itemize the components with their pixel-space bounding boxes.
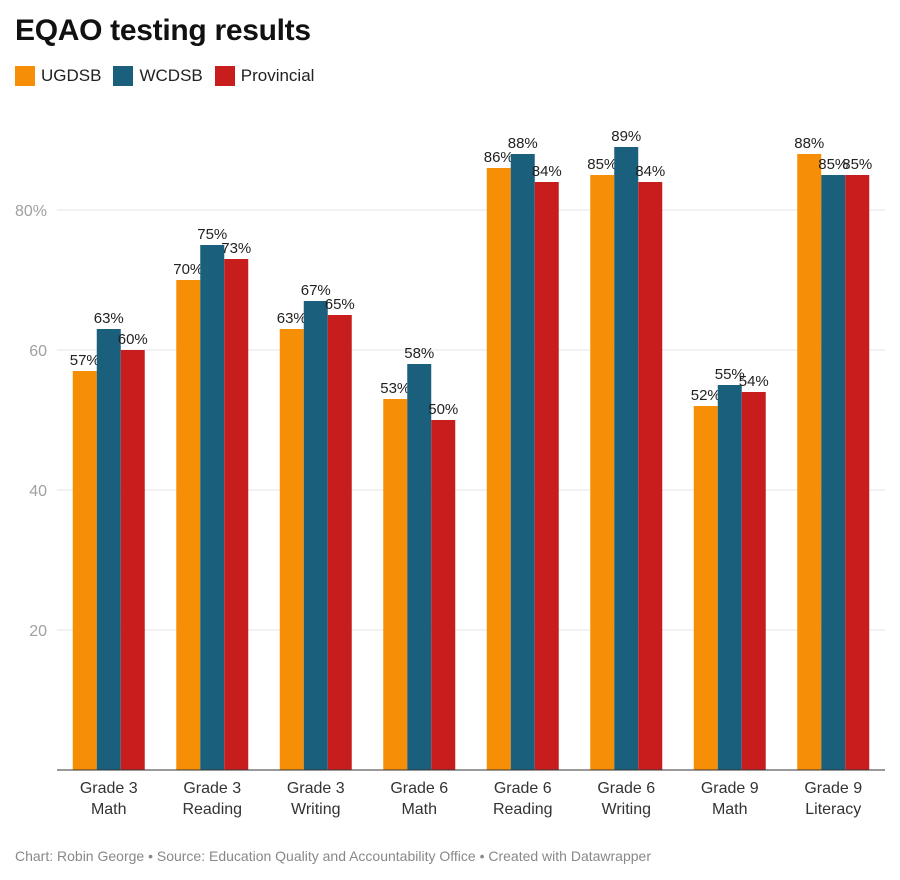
legend-item-ugdsb: UGDSB bbox=[15, 66, 101, 86]
bar-ugdsb bbox=[72, 371, 97, 770]
x-tick-label: Literacy bbox=[805, 801, 861, 818]
y-tick-label: 20 bbox=[29, 623, 47, 640]
data-label: 73% bbox=[221, 240, 251, 257]
bar-provincial bbox=[431, 420, 456, 770]
legend-swatch bbox=[113, 66, 134, 86]
x-tick-label: Reading bbox=[182, 801, 242, 818]
x-tick-label: Grade 6 bbox=[597, 780, 655, 797]
legend-swatch bbox=[214, 66, 235, 86]
x-tick-label: Math bbox=[91, 801, 127, 818]
x-tick-label: Grade 9 bbox=[701, 780, 759, 797]
x-tick-label: Grade 3 bbox=[80, 780, 138, 797]
legend-label: WCDSB bbox=[139, 66, 203, 85]
bar-provincial bbox=[638, 182, 663, 770]
data-label: 55% bbox=[715, 366, 745, 383]
data-label: 75% bbox=[197, 226, 227, 243]
data-label: 67% bbox=[301, 282, 331, 299]
data-label: 52% bbox=[691, 387, 721, 404]
data-label: 50% bbox=[428, 401, 458, 418]
x-tick-label: Grade 6 bbox=[390, 780, 448, 797]
x-tick-label: Math bbox=[712, 801, 748, 818]
data-label: 53% bbox=[380, 380, 410, 397]
bar-ugdsb bbox=[590, 175, 615, 770]
data-label: 88% bbox=[794, 135, 824, 152]
bar-ugdsb bbox=[383, 399, 408, 770]
legend-item-provincial: Provincial bbox=[214, 66, 315, 86]
x-tick-label: Grade 6 bbox=[494, 780, 552, 797]
bar-wcdsb bbox=[510, 154, 535, 770]
bar-provincial bbox=[224, 259, 249, 770]
x-tick-label: Grade 3 bbox=[287, 780, 345, 797]
data-label: 63% bbox=[277, 310, 307, 327]
x-tick-label: Math bbox=[401, 801, 437, 818]
legend-swatch bbox=[15, 66, 35, 86]
data-label: 63% bbox=[94, 310, 124, 327]
bar-provincial bbox=[327, 315, 352, 770]
bar-provincial bbox=[120, 350, 145, 770]
data-label: 85% bbox=[818, 156, 848, 173]
data-label: 88% bbox=[508, 135, 538, 152]
bar-wcdsb bbox=[200, 245, 225, 770]
bar-wcdsb bbox=[614, 147, 639, 770]
legend-label: Provincial bbox=[240, 66, 315, 85]
data-label: 54% bbox=[739, 373, 769, 390]
data-label: 60% bbox=[118, 331, 148, 348]
x-tick-label: Grade 9 bbox=[804, 780, 862, 797]
data-label: 57% bbox=[70, 352, 100, 369]
bar-provincial bbox=[534, 182, 559, 770]
bar-ugdsb bbox=[176, 280, 201, 770]
legend-item-wcdsb: WCDSB bbox=[113, 66, 203, 86]
y-tick-label: 60 bbox=[29, 343, 47, 360]
data-label: 58% bbox=[404, 345, 434, 362]
legend: UGDSB WCDSB Provincial bbox=[15, 66, 314, 86]
bar-ugdsb bbox=[797, 154, 822, 770]
bar-provincial bbox=[741, 392, 766, 770]
legend-label: UGDSB bbox=[41, 66, 102, 85]
x-tick-label: Reading bbox=[493, 801, 553, 818]
y-tick-label: 80% bbox=[15, 203, 47, 220]
x-tick-label: Writing bbox=[602, 801, 652, 818]
bar-provincial bbox=[845, 175, 870, 770]
bar-wcdsb bbox=[821, 175, 846, 770]
data-label: 86% bbox=[484, 149, 514, 166]
data-label: 84% bbox=[635, 163, 665, 180]
chart-title: EQAO testing results bbox=[15, 14, 311, 47]
data-label: 85% bbox=[842, 156, 872, 173]
data-label: 89% bbox=[611, 128, 641, 145]
bar-ugdsb bbox=[279, 329, 304, 770]
data-label: 65% bbox=[325, 296, 355, 313]
x-tick-label: Grade 3 bbox=[183, 780, 241, 797]
x-tick-label: Writing bbox=[291, 801, 341, 818]
data-label: 84% bbox=[532, 163, 562, 180]
chart-footer: Chart: Robin George • Source: Education … bbox=[15, 848, 651, 864]
y-tick-label: 40 bbox=[29, 483, 47, 500]
data-label: 85% bbox=[587, 156, 617, 173]
bar-wcdsb bbox=[303, 301, 328, 770]
bar-ugdsb bbox=[693, 406, 718, 770]
bar-wcdsb bbox=[407, 364, 432, 770]
bar-wcdsb bbox=[717, 385, 742, 770]
bar-ugdsb bbox=[486, 168, 511, 770]
bar-wcdsb bbox=[96, 329, 121, 770]
data-label: 70% bbox=[173, 261, 203, 278]
